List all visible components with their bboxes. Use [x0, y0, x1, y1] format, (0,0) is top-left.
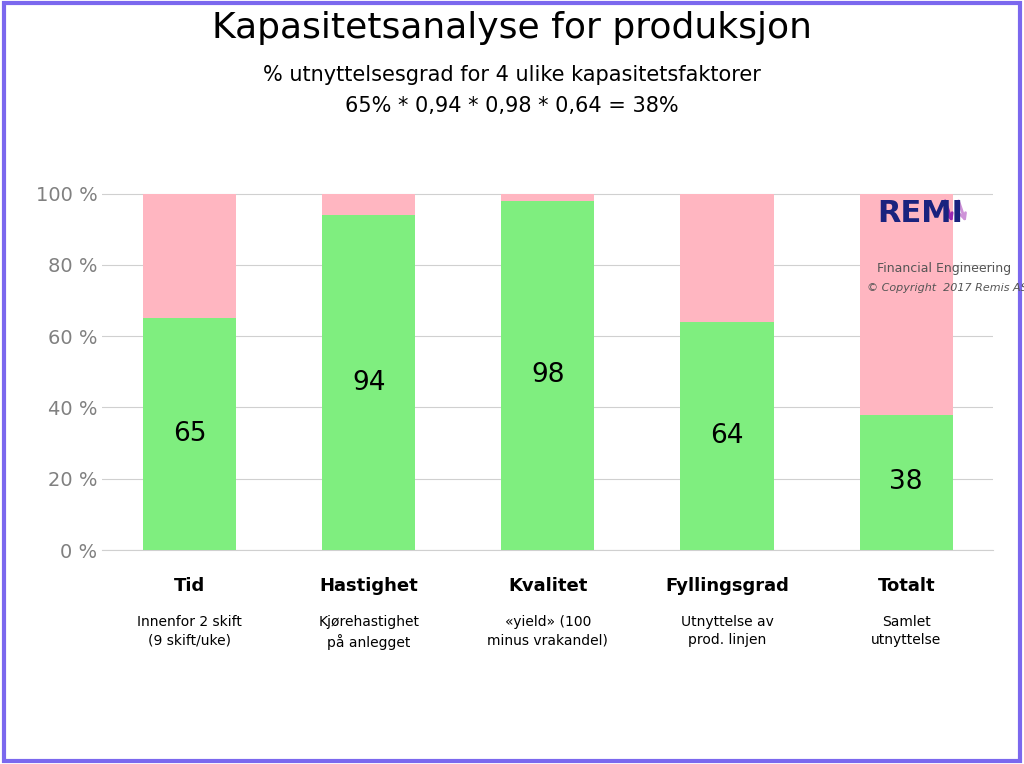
Text: Samlet
utnyttelse: Samlet utnyttelse: [871, 615, 941, 647]
Text: 65% * 0,94 * 0,98 * 0,64 = 38%: 65% * 0,94 * 0,98 * 0,64 = 38%: [345, 96, 679, 115]
Bar: [859, 415, 952, 550]
Text: % utnyttelsesgrad for 4 ulike kapasitetsfaktorer: % utnyttelsesgrad for 4 ulike kapasitets…: [263, 65, 761, 85]
Bar: [143, 319, 237, 550]
Text: 64: 64: [711, 423, 743, 449]
Text: © Copyright  2017 Remis AS / Ketil Wig: © Copyright 2017 Remis AS / Ketil Wig: [867, 283, 1024, 293]
Text: Totalt: Totalt: [878, 577, 935, 595]
Bar: [680, 193, 773, 322]
Text: Utnyttelse av
prod. linjen: Utnyttelse av prod. linjen: [681, 615, 773, 647]
Bar: [143, 193, 237, 319]
Bar: [323, 193, 416, 215]
Text: Kvalitet: Kvalitet: [508, 577, 588, 595]
Bar: [680, 322, 773, 550]
Text: Financial Engineering: Financial Engineering: [878, 262, 1012, 275]
Bar: [859, 193, 952, 415]
Text: 65: 65: [173, 421, 206, 447]
Bar: [323, 215, 416, 550]
Text: 38: 38: [890, 469, 923, 495]
Text: Innenfor 2 skift
(9 skift/uke): Innenfor 2 skift (9 skift/uke): [137, 615, 242, 647]
Text: REMI: REMI: [878, 199, 964, 228]
Text: Fyllingsgrad: Fyllingsgrad: [665, 577, 788, 595]
Text: 98: 98: [531, 362, 564, 388]
Text: 94: 94: [352, 370, 385, 396]
Text: Kapasitetsanalyse for produksjon: Kapasitetsanalyse for produksjon: [212, 11, 812, 46]
Text: «yield» (100
minus vrakandel): «yield» (100 minus vrakandel): [487, 615, 608, 647]
Text: Tid: Tid: [174, 577, 205, 595]
Text: Kjørehastighet
på anlegget: Kjørehastighet på anlegget: [318, 615, 419, 650]
Bar: [502, 193, 594, 201]
Bar: [502, 201, 594, 550]
Text: Hastighet: Hastighet: [319, 577, 418, 595]
